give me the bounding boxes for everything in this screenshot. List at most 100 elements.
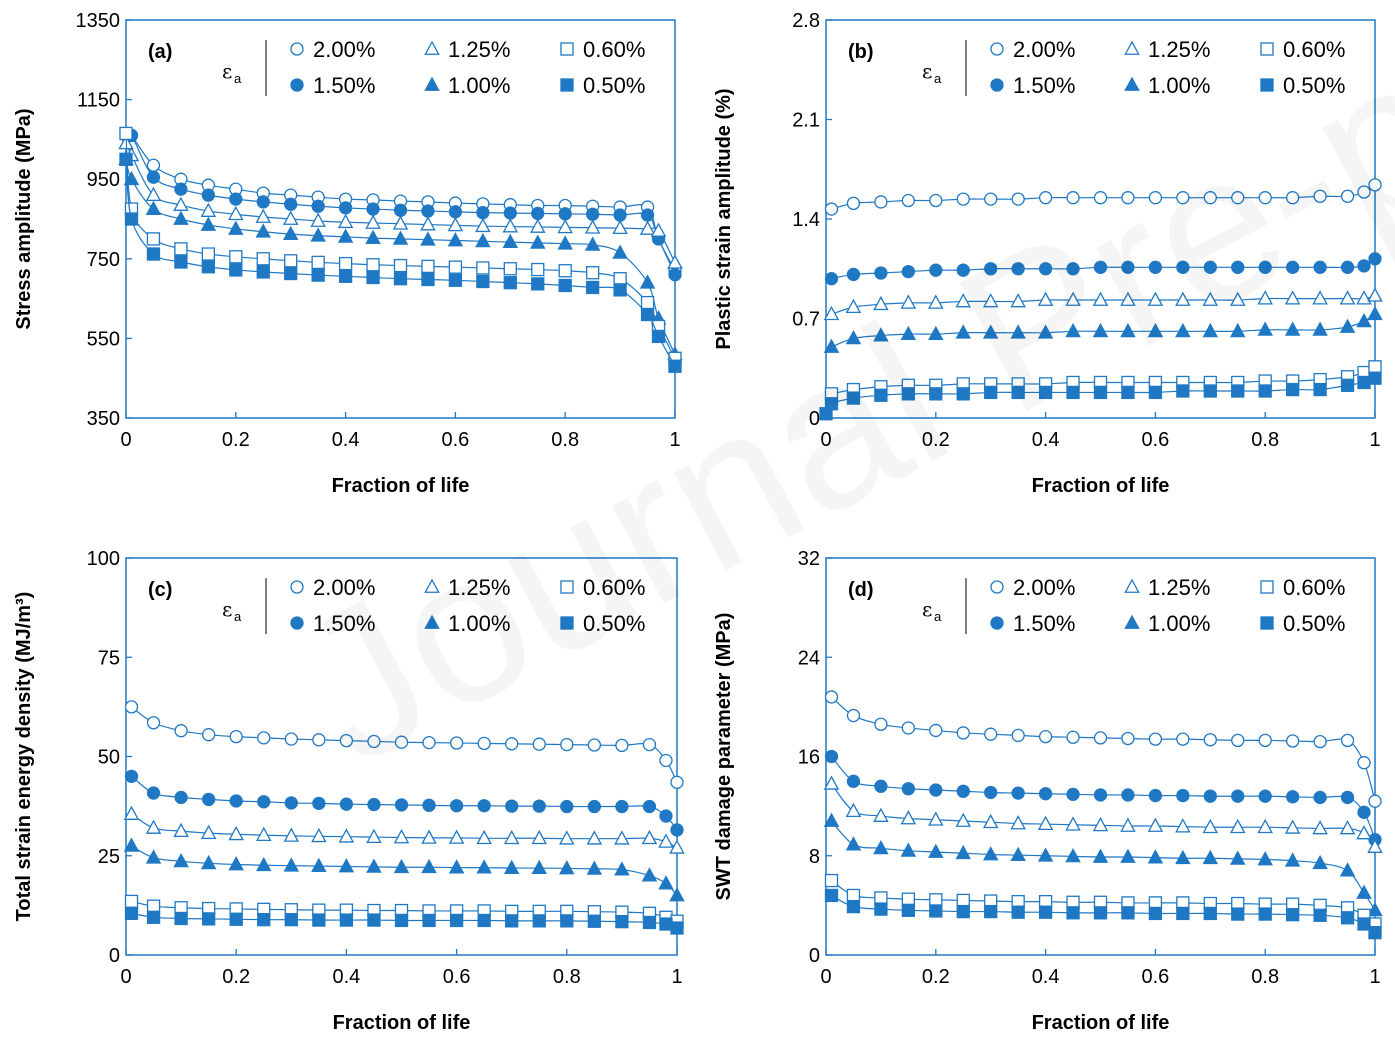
legend-marker — [1261, 79, 1273, 91]
data-point — [847, 775, 859, 787]
data-point — [202, 248, 214, 260]
data-point — [613, 246, 626, 258]
chart-panel-a: 0 0.2 0.4 0.6 0.8 135055075095011501350Fracti… — [13, 10, 682, 497]
y-axis-label: SWT damage parameter (MPa) — [713, 613, 735, 901]
data-point — [396, 799, 408, 811]
legend-label: 1.00% — [448, 73, 510, 98]
data-point — [340, 914, 352, 926]
x-tick-label: 0 — [120, 966, 131, 988]
data-point — [126, 907, 138, 919]
data-point — [984, 326, 997, 338]
data-point — [1232, 261, 1244, 273]
data-point — [1287, 192, 1299, 204]
data-point — [660, 754, 672, 766]
data-point — [1313, 323, 1326, 335]
data-point — [230, 913, 242, 925]
data-point — [1287, 384, 1299, 396]
data-point — [1259, 192, 1271, 204]
data-point — [1259, 820, 1272, 832]
data-point — [1149, 261, 1161, 273]
data-point — [1287, 261, 1299, 273]
data-point — [671, 824, 683, 836]
data-point — [957, 264, 969, 276]
x-tick-label: 0.4 — [332, 429, 360, 451]
data-point — [340, 202, 352, 214]
data-point — [875, 267, 887, 279]
data-point — [532, 207, 544, 219]
legend-label: 0.60% — [1283, 37, 1345, 62]
x-tick-label: 0.4 — [1032, 966, 1060, 988]
y-tick-label: 8 — [809, 846, 820, 868]
data-point — [531, 220, 544, 232]
legend-marker — [1261, 43, 1273, 55]
data-point — [1259, 261, 1271, 273]
y-tick-label: 750 — [87, 249, 120, 271]
data-point — [1231, 820, 1244, 832]
data-point — [1342, 791, 1354, 803]
data-point — [1314, 791, 1326, 803]
data-point — [1369, 795, 1381, 807]
data-point — [230, 193, 242, 205]
data-point — [1121, 819, 1134, 831]
data-point — [825, 203, 837, 215]
legend: ε a2.00% 1.25% 0.60%1.50% 1.00% 0.50% — [922, 37, 1345, 98]
data-point — [313, 797, 325, 809]
data-point — [847, 268, 859, 280]
data-point — [825, 875, 837, 887]
x-tick-label: 0.6 — [441, 429, 469, 451]
data-point — [312, 229, 325, 241]
legend-marker — [991, 617, 1003, 629]
data-point — [825, 307, 838, 319]
data-point — [1259, 292, 1272, 304]
data-point — [825, 691, 837, 703]
legend-marker — [291, 43, 303, 55]
data-point — [1259, 790, 1271, 802]
data-point — [614, 209, 626, 221]
data-point — [875, 196, 887, 208]
data-point — [825, 273, 837, 285]
data-point — [1066, 818, 1079, 830]
data-point — [1368, 289, 1381, 301]
data-point — [230, 795, 242, 807]
legend-strain-subscript: a — [934, 71, 942, 86]
data-point — [257, 196, 269, 208]
legend-marker — [1125, 616, 1138, 628]
data-point — [1149, 293, 1162, 305]
data-point — [875, 389, 887, 401]
legend-marker — [291, 581, 303, 593]
legend-label: 0.60% — [583, 575, 645, 600]
y-tick-label: 1350 — [76, 10, 121, 32]
data-point — [1369, 372, 1381, 384]
data-point — [1314, 384, 1326, 396]
legend-marker — [291, 617, 303, 629]
data-point — [285, 797, 297, 809]
data-point — [825, 777, 838, 789]
data-point — [847, 197, 859, 209]
legend-label: 0.50% — [583, 611, 645, 636]
legend-label: 1.00% — [1148, 73, 1210, 98]
data-point — [175, 243, 187, 255]
data-point — [930, 905, 942, 917]
panel-label: (d) — [848, 579, 874, 601]
legend-marker — [291, 79, 303, 91]
legend-marker — [561, 43, 573, 55]
legend-label: 0.60% — [583, 37, 645, 62]
data-point — [1149, 733, 1161, 745]
x-tick-label: 0.2 — [922, 429, 950, 451]
data-point — [1095, 192, 1107, 204]
data-point — [902, 195, 914, 207]
data-point — [367, 830, 380, 842]
data-point — [531, 236, 544, 248]
data-point — [985, 906, 997, 918]
data-point — [614, 273, 626, 285]
data-point — [478, 914, 490, 926]
data-point — [560, 832, 573, 844]
data-point — [1040, 731, 1052, 743]
data-point — [847, 392, 859, 404]
data-point — [285, 268, 297, 280]
data-point — [1341, 292, 1354, 304]
data-point — [1259, 734, 1271, 746]
x-tick-label: 0.4 — [332, 966, 360, 988]
legend-label: 0.50% — [1283, 611, 1345, 636]
series-2-00-open-circle — [825, 179, 1381, 215]
